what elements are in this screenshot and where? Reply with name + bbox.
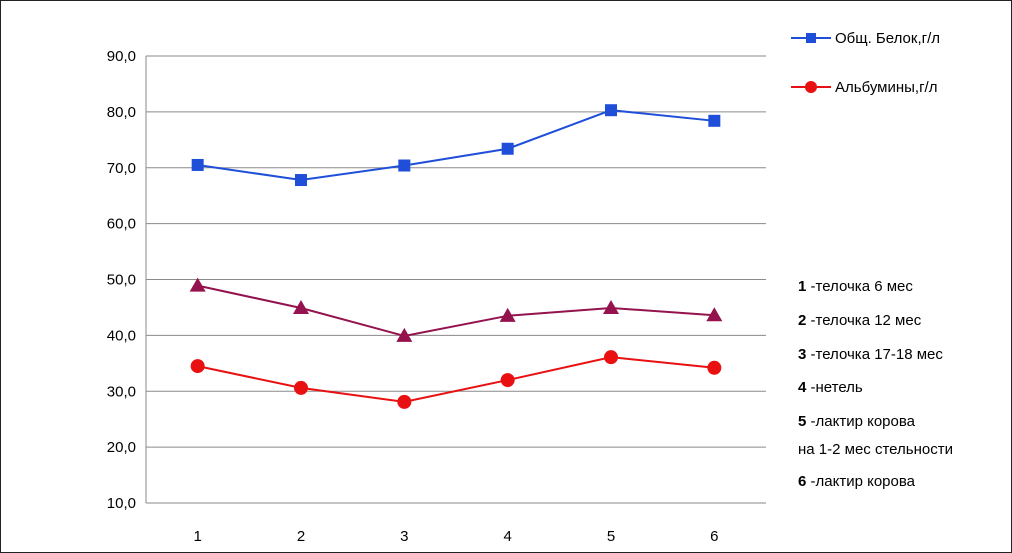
x-tick-label: 6 (710, 528, 718, 545)
category-note: 1 -телочка 6 мес (798, 278, 913, 295)
note-number: 6 (798, 473, 806, 490)
data-point (707, 360, 722, 375)
y-tick-label: 50,0 (107, 272, 136, 289)
note-line: 6 -лактир корова (798, 473, 916, 490)
note-label: -лактир корова (806, 413, 915, 430)
note-number: 3 (798, 346, 806, 363)
note-number: 2 (798, 312, 806, 329)
data-point (189, 277, 206, 292)
gridlines (146, 55, 766, 448)
y-tick-labels: 10,0 20,0 30,0 40,0 50,0 60,0 70,0 80,0 90,0 (107, 48, 136, 512)
legend: Общ. Белок,г/л Альбумины,г/л (791, 30, 940, 96)
legend-swatch-marker (806, 33, 816, 43)
note-continuation: на 1-2 мес стельности (798, 441, 953, 458)
y-tick-label: 30,0 (107, 383, 136, 400)
series-3 (189, 277, 723, 342)
note-label: -телочка 6 мес (806, 278, 913, 295)
data-point (500, 373, 515, 388)
note-line: 1 -телочка 6 мес (798, 278, 913, 295)
y-tick-label: 70,0 (107, 160, 136, 177)
data-point (706, 307, 723, 322)
x-tick-labels: 1 2 3 4 5 6 (193, 528, 718, 545)
note-label: -лактир корова (806, 473, 915, 490)
data-point (293, 299, 309, 314)
x-tick-label: 1 (193, 528, 201, 545)
data-point (190, 359, 205, 374)
note-line: 3 -телочка 17-18 мес (798, 346, 943, 363)
note-line: 2 -телочка 12 мес (798, 312, 922, 329)
note-number: 4 (798, 379, 807, 396)
note-number: 1 (798, 278, 806, 295)
category-note: 3 -телочка 17-18 мес (798, 346, 943, 363)
y-tick-label: 90,0 (107, 48, 136, 65)
category-note: 6 -лактир корова (798, 473, 916, 490)
series-line (197, 109, 715, 182)
data-point (294, 380, 308, 395)
data-point (605, 104, 617, 117)
legend-label: Альбумины,г/л (835, 79, 937, 96)
legend-entry: Общ. Белок,г/л (791, 30, 940, 47)
x-tick-label: 5 (607, 528, 615, 545)
x-tick-label: 2 (297, 528, 305, 545)
data-point (191, 158, 204, 171)
x-tick-label: 4 (503, 528, 511, 545)
legend-label: Общ. Белок,г/л (835, 30, 940, 47)
category-note: 5 -лактир корова на 1-2 мес стельности (798, 413, 953, 458)
note-number: 5 (798, 413, 806, 430)
data-point (501, 142, 514, 155)
x-tick-label: 3 (400, 528, 408, 545)
note-line: 4 -нетель (798, 379, 863, 396)
note-line: 5 -лактир корова (798, 413, 916, 430)
note-label: -телочка 17-18 мес (806, 346, 943, 363)
note-label: -телочка 12 мес (806, 312, 921, 329)
data-point (396, 327, 413, 342)
note-label: -нетель (806, 379, 863, 396)
y-tick-label: 20,0 (107, 439, 136, 456)
series-line (197, 356, 715, 403)
y-tick-label: 60,0 (107, 216, 136, 233)
data-point (398, 159, 411, 172)
series-2 (190, 350, 722, 409)
axes (145, 56, 766, 504)
category-note: 4 -нетель (798, 379, 863, 396)
y-tick-label: 80,0 (107, 104, 136, 121)
data-point (603, 299, 619, 314)
series (189, 104, 723, 409)
y-tick-label: 10,0 (107, 495, 136, 512)
data-point (397, 394, 412, 409)
legend-swatch-marker (805, 81, 817, 93)
category-note: 2 -телочка 12 мес (798, 312, 922, 329)
series-line (197, 284, 715, 337)
data-point (604, 350, 618, 365)
series-1 (191, 104, 721, 187)
y-tick-label: 40,0 (107, 327, 136, 344)
data-point (708, 114, 721, 127)
data-point (295, 174, 307, 187)
legend-entry: Альбумины,г/л (791, 79, 937, 96)
data-point (499, 307, 516, 322)
